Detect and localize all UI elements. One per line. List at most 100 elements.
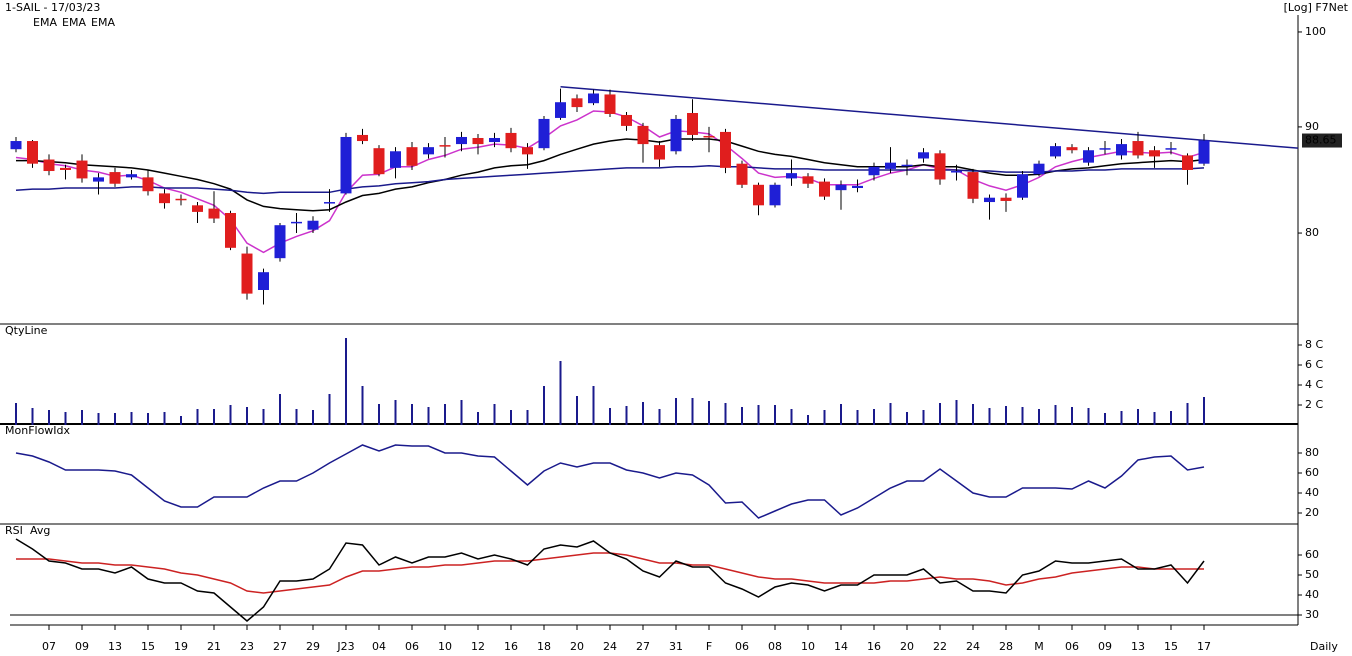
x-tick-label: 27: [273, 640, 287, 653]
y-tick-label: 20: [1305, 506, 1319, 519]
x-tick-label: M: [1034, 640, 1044, 653]
x-tick-label: 18: [537, 640, 551, 653]
y-tick-label: 8 C: [1305, 338, 1323, 351]
candle-body: [159, 193, 170, 204]
x-tick-label: F: [706, 640, 712, 653]
candle-body: [753, 184, 764, 206]
y-tick-label: 40: [1305, 588, 1319, 601]
candle-body: [109, 172, 121, 184]
candle-body: [621, 114, 632, 126]
x-tick-label: 06: [735, 640, 749, 653]
candle-body: [951, 171, 962, 173]
candle-body: [555, 102, 566, 118]
legend-entry: EMA: [33, 16, 57, 29]
candle-body: [819, 181, 830, 197]
candle-body: [1083, 150, 1094, 163]
candle-body: [852, 185, 863, 189]
candle-body: [736, 163, 748, 185]
x-tick-label: 24: [603, 640, 617, 653]
x-tick-label: 13: [1131, 640, 1145, 653]
legend-entry: EMA: [91, 16, 115, 29]
y-tick-label: 60: [1305, 466, 1319, 479]
candle-body: [307, 220, 319, 230]
candle-body: [225, 212, 236, 248]
candle-body: [489, 137, 500, 143]
candle-body: [1050, 146, 1061, 157]
y-tick-label: 80: [1305, 446, 1319, 459]
candle-body: [1198, 140, 1210, 164]
candle-body: [291, 221, 302, 224]
candle-body: [423, 147, 434, 155]
line: [16, 138, 1205, 212]
y-tick-label: 90: [1305, 120, 1319, 133]
candle-body: [43, 159, 55, 172]
candle-body: [60, 167, 71, 170]
x-axis-label: Daily: [1310, 640, 1338, 653]
panel-title: QtyLine: [5, 324, 48, 337]
chart-title: 1-SAIL - 17/03/23: [5, 1, 100, 14]
candle-body: [192, 205, 203, 212]
last-price-box: [1302, 133, 1342, 148]
x-tick-label: 15: [141, 640, 155, 653]
candle-body: [934, 153, 946, 180]
x-tick-label: 15: [1164, 640, 1178, 653]
x-tick-label: 14: [834, 640, 848, 653]
y-tick-label: 100: [1305, 25, 1326, 38]
candle-body: [637, 125, 649, 145]
candle-body: [769, 184, 781, 206]
candle-body: [472, 137, 484, 145]
candle-body: [868, 166, 880, 176]
y-tick-label: 6 C: [1305, 358, 1323, 371]
candle-body: [835, 184, 847, 191]
trendline: [560, 86, 1299, 149]
y-tick-label: 30: [1305, 608, 1319, 621]
candle-body: [1182, 155, 1193, 170]
x-tick-label: 16: [504, 640, 518, 653]
candle-body: [703, 135, 715, 138]
candle-body: [786, 173, 797, 179]
candle-body: [1000, 197, 1012, 201]
line: [15, 444, 1205, 519]
x-tick-label: 24: [966, 640, 980, 653]
candle-body: [1033, 163, 1045, 175]
candle-body: [126, 174, 137, 178]
candle-body: [984, 197, 995, 203]
candle-body: [1017, 174, 1028, 198]
candle-body: [802, 176, 814, 184]
candle-body: [538, 118, 550, 149]
candle-body: [390, 151, 401, 168]
x-tick-label: 23: [240, 640, 254, 653]
candle-body: [1165, 148, 1177, 150]
x-tick-label: 09: [1098, 640, 1112, 653]
candle-body: [1099, 148, 1111, 150]
candle-body: [208, 208, 220, 219]
x-tick-label: 12: [471, 640, 485, 653]
legend-entry: RSI: [5, 524, 23, 537]
candle-body: [142, 177, 154, 192]
candle-body: [373, 148, 385, 175]
candle-body: [670, 118, 682, 152]
candle-body: [571, 98, 583, 108]
candle-body: [175, 198, 187, 201]
x-tick-label: 27: [636, 640, 650, 653]
y-tick-label: 40: [1305, 486, 1319, 499]
x-tick-label: 06: [1065, 640, 1079, 653]
candle-body: [27, 141, 38, 164]
x-tick-label: 07: [42, 640, 56, 653]
x-tick-label: 10: [438, 640, 452, 653]
x-tick-label: 16: [867, 640, 881, 653]
scale-note: [Log] F7Net: [1284, 1, 1349, 14]
candle-body: [241, 253, 253, 294]
x-tick-label: 20: [900, 640, 914, 653]
x-tick-label: 04: [372, 640, 386, 653]
x-tick-label: J23: [336, 640, 354, 653]
candle-body: [10, 141, 22, 150]
candle-body: [274, 225, 286, 259]
x-tick-label: 08: [768, 640, 782, 653]
x-tick-label: 19: [174, 640, 188, 653]
candle-body: [93, 177, 104, 182]
y-tick-label: 60: [1305, 548, 1319, 561]
legend-entry: Avg: [30, 524, 50, 537]
line: [15, 538, 1205, 622]
